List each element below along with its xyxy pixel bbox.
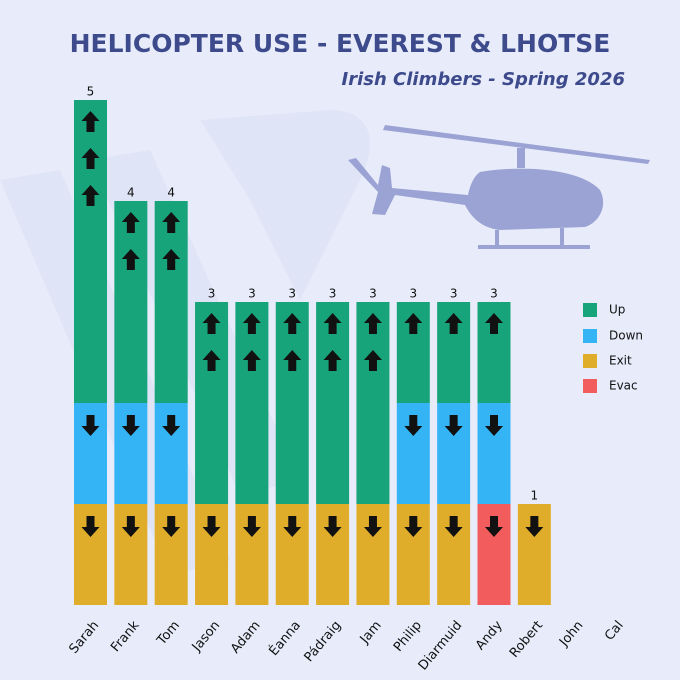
total-label: 3 — [490, 287, 498, 301]
legend-swatch — [583, 354, 597, 368]
arrow-icon — [162, 516, 181, 537]
legend-label: Exit — [609, 354, 632, 368]
total-label: 3 — [409, 287, 417, 301]
legend-label: Evac — [609, 379, 638, 393]
total-label: 3 — [288, 287, 296, 301]
total-label: 4 — [167, 186, 175, 200]
total-label: 3 — [248, 287, 256, 301]
arrow-icon — [363, 350, 382, 371]
arrow-icon — [444, 415, 463, 436]
bar-segment — [235, 302, 269, 504]
arrow-icon — [444, 313, 463, 334]
legend-label: Up — [609, 303, 625, 317]
arrow-icon — [121, 249, 140, 270]
arrow-icon — [202, 516, 221, 537]
arrow-icon — [525, 516, 544, 537]
legend-swatch — [583, 329, 597, 343]
arrow-icon — [162, 212, 181, 233]
arrow-icon — [444, 516, 463, 537]
bar-segment — [114, 201, 148, 403]
arrow-icon — [81, 111, 100, 132]
arrow-icon — [162, 249, 181, 270]
arrow-icon — [81, 415, 100, 436]
arrow-icon — [485, 313, 503, 334]
arrow-icon — [404, 313, 423, 334]
arrow-icon — [242, 313, 261, 334]
arrow-icon — [121, 212, 140, 233]
arrow-icon — [404, 415, 423, 436]
bar-segment — [195, 302, 229, 504]
bar-segment — [316, 302, 350, 504]
arrow-icon — [121, 415, 140, 436]
arrow-icon — [121, 516, 140, 537]
total-label: 1 — [531, 489, 539, 503]
arrow-icon — [202, 313, 221, 334]
legend-label: Down — [609, 329, 643, 343]
arrow-icon — [404, 516, 423, 537]
arrow-icon — [242, 350, 261, 371]
arrow-icon — [283, 516, 302, 537]
total-label: 4 — [127, 186, 135, 200]
arrow-icon — [363, 313, 382, 334]
arrow-icon — [242, 516, 261, 537]
total-label: 5 — [87, 85, 95, 99]
arrow-icon — [202, 350, 221, 371]
legend-swatch — [583, 379, 597, 393]
helicopter-illustration — [348, 125, 650, 249]
legend-swatch — [583, 303, 597, 317]
arrow-icon — [323, 313, 342, 334]
bar-segment — [275, 302, 309, 504]
arrow-icon — [485, 516, 503, 537]
arrow-icon — [485, 415, 503, 436]
arrow-icon — [81, 185, 100, 206]
bar-segment — [74, 100, 107, 403]
arrow-icon — [283, 350, 302, 371]
total-label: 3 — [208, 287, 216, 301]
chart-title: HELICOPTER USE - EVEREST & LHOTSE — [70, 29, 611, 58]
arrow-icon — [81, 516, 100, 537]
arrow-icon — [323, 516, 342, 537]
bar-segment — [154, 201, 188, 403]
chart-subtitle: Irish Climbers - Spring 2026 — [342, 69, 626, 90]
arrow-icon — [81, 148, 100, 169]
arrow-icon — [323, 350, 342, 371]
bar-segment — [356, 302, 390, 504]
total-label: 3 — [369, 287, 377, 301]
total-label: 3 — [450, 287, 458, 301]
total-label: 3 — [329, 287, 337, 301]
arrow-icon — [363, 516, 382, 537]
arrow-icon — [162, 415, 181, 436]
arrow-icon — [283, 313, 302, 334]
